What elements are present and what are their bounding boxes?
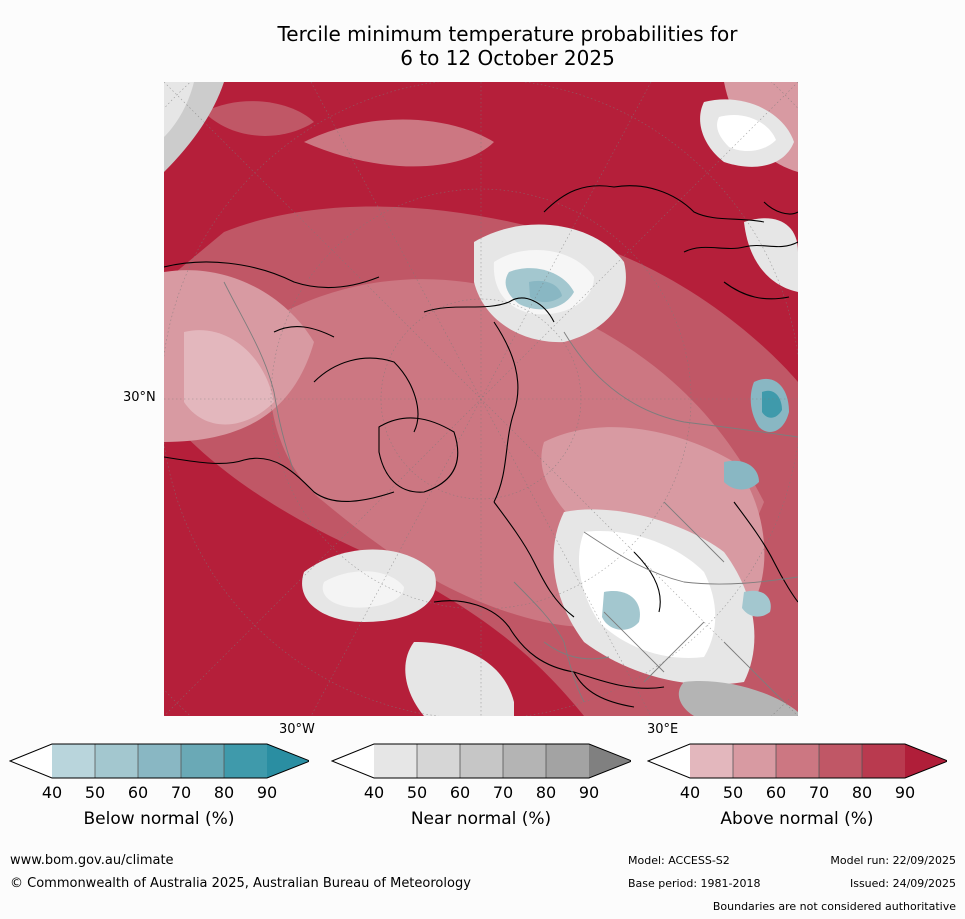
colorbar-swatch bbox=[546, 744, 589, 778]
copyright-notice: © Commonwealth of Australia 2025, Austra… bbox=[10, 876, 471, 891]
cbar-near-tick-70: 70 bbox=[492, 783, 514, 802]
near-normal-80-south-patch bbox=[678, 681, 798, 716]
colorbar-swatch bbox=[138, 744, 181, 778]
colorbar-swatch bbox=[862, 744, 905, 778]
above-normal-70-north bbox=[304, 119, 494, 167]
cbar-above-tick-70: 70 bbox=[808, 783, 830, 802]
latitude-label-30n: 30°N bbox=[123, 390, 156, 405]
above-normal-80-nw bbox=[204, 101, 314, 136]
cbar-above-tick-90: 90 bbox=[894, 783, 916, 802]
below-normal-siberia-core bbox=[529, 280, 562, 303]
base-period: Base period: 1981-2018 bbox=[628, 877, 761, 890]
longitude-label-30e: 30°E bbox=[647, 722, 679, 737]
cbar-near-tick-90: 90 bbox=[578, 783, 600, 802]
colorbar-near-normal-swatches bbox=[331, 743, 631, 779]
map-canvas bbox=[164, 82, 798, 716]
cbar-near-tick-40: 40 bbox=[363, 783, 385, 802]
cbar-near-tick-50: 50 bbox=[406, 783, 428, 802]
near-normal-nw-core bbox=[164, 82, 194, 137]
colorbar-swatch bbox=[733, 744, 776, 778]
cbar-below-tick-70: 70 bbox=[170, 783, 192, 802]
colorbar-below-normal-swatches bbox=[9, 743, 309, 779]
colorbar-outline bbox=[9, 743, 309, 779]
cbar-near-tick-60: 60 bbox=[449, 783, 471, 802]
colorbar-swatch bbox=[503, 744, 546, 778]
colorbar-high-triangle bbox=[589, 744, 631, 778]
colorbar-below-normal: 40 50 60 70 80 90 Below normal (%) bbox=[9, 743, 309, 853]
near-normal-atlantic-core bbox=[322, 571, 404, 608]
colorbar-outline bbox=[647, 743, 947, 779]
colorbar-swatch bbox=[819, 744, 862, 778]
boundary-disclaimer: Boundaries are not considered authoritat… bbox=[712, 900, 956, 913]
colorbar-above-normal-swatches bbox=[647, 743, 947, 779]
colorbar-swatch bbox=[374, 744, 417, 778]
colorbar-high-triangle bbox=[267, 744, 309, 778]
colorbar-swatch bbox=[690, 744, 733, 778]
below-normal-east-core bbox=[762, 390, 782, 418]
cbar-above-tick-40: 40 bbox=[679, 783, 701, 802]
below-normal-asia-patch-3 bbox=[742, 590, 771, 617]
country-borders bbox=[223, 281, 798, 703]
cbar-below-tick-40: 40 bbox=[41, 783, 63, 802]
near-normal-ne-core bbox=[717, 114, 776, 152]
cbar-below-tick-80: 80 bbox=[213, 783, 235, 802]
cbar-below-tick-90: 90 bbox=[256, 783, 278, 802]
map-title-line-1: Tercile minimum temperature probabilitie… bbox=[277, 22, 738, 46]
colorbar-below-normal-label: Below normal (%) bbox=[83, 809, 235, 829]
colorbar-above-normal-label: Above normal (%) bbox=[720, 809, 874, 829]
colorbar-low-triangle bbox=[648, 744, 690, 778]
map-title-line-2: 6 to 12 October 2025 bbox=[400, 46, 615, 70]
coastlines bbox=[164, 185, 798, 708]
near-normal-east-patch bbox=[744, 218, 798, 292]
colorbar-swatch bbox=[181, 744, 224, 778]
colorbar-swatch bbox=[417, 744, 460, 778]
issued-date: Issued: 24/09/2025 bbox=[849, 877, 956, 890]
colorbar-swatch bbox=[224, 744, 267, 778]
below-normal-asia-patch-2 bbox=[724, 460, 759, 490]
above-normal-50-pacific bbox=[184, 330, 274, 425]
colorbar-low-triangle bbox=[332, 744, 374, 778]
probability-map bbox=[164, 82, 798, 716]
cbar-above-tick-50: 50 bbox=[722, 783, 744, 802]
cbar-above-tick-80: 80 bbox=[851, 783, 873, 802]
website-link[interactable]: www.bom.gov.au/climate bbox=[10, 853, 174, 868]
model-name: Model: ACCESS-S2 bbox=[628, 854, 730, 867]
colorbar-low-triangle bbox=[10, 744, 52, 778]
graticule bbox=[164, 82, 798, 716]
colorbar-swatch bbox=[460, 744, 503, 778]
colorbar-swatch bbox=[95, 744, 138, 778]
cbar-below-tick-50: 50 bbox=[84, 783, 106, 802]
longitude-label-30w: 30°W bbox=[279, 722, 315, 737]
cbar-above-tick-60: 60 bbox=[765, 783, 787, 802]
colorbar-outline bbox=[331, 743, 631, 779]
colorbar-above-normal: 40 50 60 70 80 90 Above normal (%) bbox=[647, 743, 947, 853]
colorbar-near-normal: 40 50 60 70 80 90 Near normal (%) bbox=[331, 743, 631, 853]
colorbar-swatch bbox=[52, 744, 95, 778]
colorbar-near-normal-label: Near normal (%) bbox=[410, 809, 552, 829]
model-run-date: Model run: 22/09/2025 bbox=[830, 854, 956, 867]
colorbar-high-triangle bbox=[905, 744, 947, 778]
cbar-below-tick-60: 60 bbox=[127, 783, 149, 802]
near-normal-europe-patch bbox=[405, 642, 514, 716]
colorbar-swatch bbox=[776, 744, 819, 778]
cbar-near-tick-80: 80 bbox=[535, 783, 557, 802]
